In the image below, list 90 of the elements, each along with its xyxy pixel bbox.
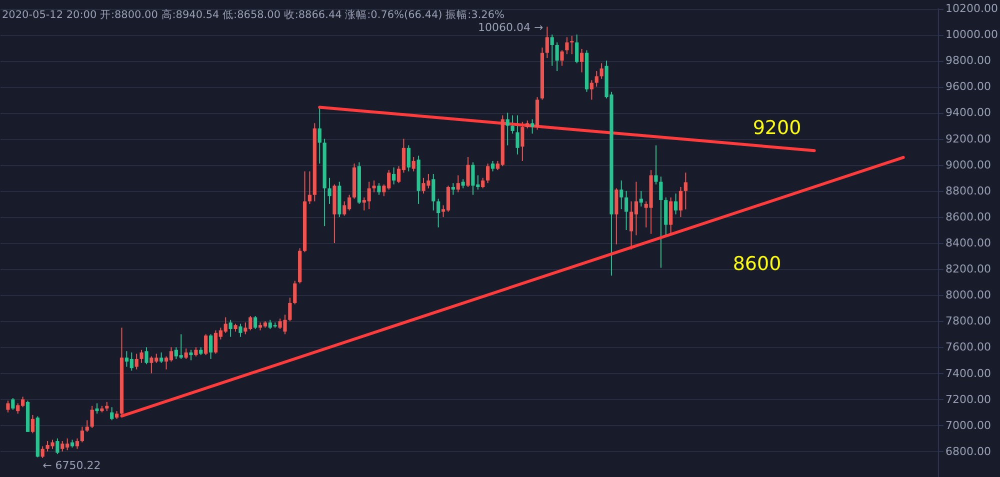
y-tick-label: 9600.00 <box>946 80 991 94</box>
candlestick <box>189 349 193 361</box>
candlestick <box>412 156 416 172</box>
candlestick <box>85 420 89 432</box>
annotation: 8600 <box>732 253 782 275</box>
candlestick <box>570 35 574 55</box>
y-tick-label: 7400.00 <box>946 366 991 380</box>
candlestick <box>678 186 683 218</box>
candlestick <box>669 196 673 234</box>
y-tick-label: 7000.00 <box>946 418 991 432</box>
candlestick <box>624 190 628 230</box>
annotation: 10060.04 → <box>478 20 544 34</box>
y-tick-label: 7600.00 <box>946 340 991 354</box>
candlestick <box>372 180 376 193</box>
candlestick <box>555 42 559 72</box>
candlestick <box>639 190 643 208</box>
candlestick <box>90 405 94 429</box>
candlestick <box>238 323 242 338</box>
candlestick <box>510 114 514 134</box>
candlestick <box>684 172 688 210</box>
candlestick <box>228 319 232 338</box>
candlestick <box>293 280 297 305</box>
candlestick <box>184 348 188 360</box>
y-tick-label: 8000.00 <box>946 288 991 302</box>
candlestick <box>520 121 524 162</box>
candlestick <box>56 438 60 455</box>
y-tick-label: 8200.00 <box>946 262 991 276</box>
candlestick <box>674 193 678 215</box>
annotation: ← 6750.22 <box>42 458 101 472</box>
candlestick <box>486 163 490 184</box>
candlestick <box>392 166 396 185</box>
candlestick <box>466 156 470 188</box>
candlestick <box>318 106 322 164</box>
annotation: 9200 <box>752 117 802 139</box>
candlestick <box>594 70 598 88</box>
candlestick <box>565 36 569 55</box>
candlestick <box>308 170 312 204</box>
y-tick-label: 9800.00 <box>946 54 991 68</box>
candlestick <box>11 398 15 410</box>
candlestick <box>490 160 495 172</box>
candlestick <box>600 62 604 80</box>
candlestick <box>575 34 579 64</box>
y-tick-label: 9200.00 <box>946 132 991 146</box>
candlestick <box>208 334 213 360</box>
candlestick <box>436 198 440 228</box>
y-tick-label: 7200.00 <box>946 392 991 406</box>
candlestick <box>377 182 381 196</box>
candlestick <box>590 80 594 100</box>
candlestick <box>6 400 10 413</box>
candlestick <box>30 414 34 434</box>
y-tick-label: 10000.00 <box>946 28 998 42</box>
y-tick-label: 8800.00 <box>946 184 991 198</box>
candlestick <box>40 446 44 458</box>
candlestick <box>105 401 109 412</box>
candlestick <box>580 48 584 73</box>
candlestick <box>134 353 138 370</box>
candlestick <box>288 297 292 322</box>
candlestick <box>516 114 520 155</box>
candlestick <box>406 144 410 172</box>
candlestick <box>530 118 534 134</box>
candlestick <box>194 346 198 357</box>
candlestick <box>659 176 663 268</box>
candlestick <box>160 352 164 364</box>
y-tick-label: 6800.00 <box>946 444 991 458</box>
candlestick <box>451 182 455 196</box>
candlestick <box>110 406 114 421</box>
y-tick-label: 10200.00 <box>946 2 998 16</box>
candlestick <box>654 144 658 185</box>
candlestick <box>560 50 564 66</box>
candlestick <box>432 173 436 211</box>
candlestick <box>75 438 80 450</box>
candlestick <box>144 346 148 365</box>
y-tick-label: 9000.00 <box>946 158 991 172</box>
candlestick <box>204 334 208 356</box>
y-tick-label: 9400.00 <box>946 106 991 120</box>
candlestick <box>550 34 554 66</box>
candlestick <box>328 177 332 204</box>
y-tick-label: 8600.00 <box>946 210 991 224</box>
annotation: 2020-05-12 20:00 开:8800.00 高:8940.54 低:8658.00 收:8866.44 涨幅:0.76%(66.44) 振幅:3.26% <box>2 8 505 21</box>
candlestick <box>254 315 258 330</box>
candlestick <box>456 174 460 193</box>
y-tick-label: 7800.00 <box>946 314 991 328</box>
candlestick <box>481 177 485 189</box>
y-tick-label: 8400.00 <box>946 236 991 250</box>
candlestick <box>140 349 144 364</box>
candlestick <box>80 426 84 443</box>
candlestick <box>620 180 624 210</box>
candlestick <box>506 112 510 146</box>
candlestick <box>95 402 99 414</box>
candlestick <box>545 26 549 59</box>
